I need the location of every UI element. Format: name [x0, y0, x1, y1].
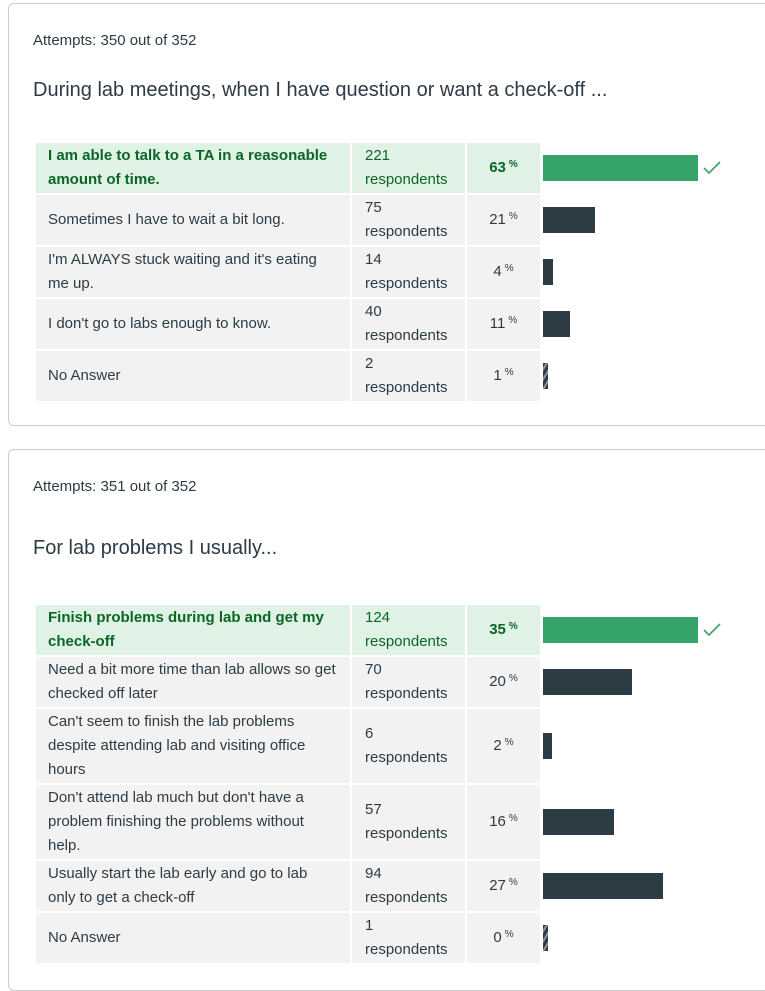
- respondent-count: 94 respondents: [352, 861, 465, 911]
- answer-percent: 16%: [467, 785, 540, 859]
- question-text: During lab meetings, when I have questio…: [33, 79, 608, 101]
- answer-text: Usually start the lab early and go to la…: [36, 861, 350, 911]
- question-card-2: Attempts: 351 out of 352 For lab problem…: [8, 449, 765, 991]
- answer-row: No Answer 2 respondents 1%: [36, 351, 765, 401]
- answer-row: Sometimes I have to wait a bit long. 75 …: [36, 195, 765, 245]
- answer-bar-track: [543, 605, 723, 655]
- answer-text: Can't seem to finish the lab problems de…: [36, 709, 350, 783]
- answer-text: Don't attend lab much but don't have a p…: [36, 785, 350, 859]
- answer-bar: [543, 809, 614, 835]
- answer-percent: 63%: [467, 143, 540, 193]
- answer-percent: 21%: [467, 195, 540, 245]
- respondent-count: 6 respondents: [352, 709, 465, 783]
- answer-bar: [543, 363, 548, 389]
- answer-bar-track: [543, 299, 723, 349]
- answer-bar-track: [543, 913, 723, 963]
- answer-row: Usually start the lab early and go to la…: [36, 861, 765, 911]
- answer-bar-track: [543, 247, 723, 297]
- answer-text: No Answer: [36, 351, 350, 401]
- answer-bar-track: [543, 143, 723, 193]
- answer-text: Finish problems during lab and get my ch…: [36, 605, 350, 655]
- answer-row: I don't go to labs enough to know. 40 re…: [36, 299, 765, 349]
- respondent-count: 57 respondents: [352, 785, 465, 859]
- answer-bar: [543, 925, 548, 951]
- answer-bar-track: [543, 657, 723, 707]
- attempts-count: Attempts: 351 out of 352: [33, 478, 197, 495]
- answer-bar: [543, 669, 632, 695]
- answer-text: I'm ALWAYS stuck waiting and it's eating…: [36, 247, 350, 297]
- answer-bar: [543, 155, 698, 181]
- answer-text: Sometimes I have to wait a bit long.: [36, 195, 350, 245]
- answer-bar-track: [543, 861, 723, 911]
- answer-percent: 27%: [467, 861, 540, 911]
- respondent-count: 70 respondents: [352, 657, 465, 707]
- answer-row: Finish problems during lab and get my ch…: [36, 605, 765, 655]
- answer-bar-track: [543, 195, 723, 245]
- respondent-count: 14 respondents: [352, 247, 465, 297]
- respondent-count: 2 respondents: [352, 351, 465, 401]
- answer-row: Need a bit more time than lab allows so …: [36, 657, 765, 707]
- answer-percent: 2%: [467, 709, 540, 783]
- answer-row: Can't seem to finish the lab problems de…: [36, 709, 765, 783]
- answer-percent: 1%: [467, 351, 540, 401]
- answer-row: Don't attend lab much but don't have a p…: [36, 785, 765, 859]
- respondent-count: 40 respondents: [352, 299, 465, 349]
- answer-percent: 11%: [467, 299, 540, 349]
- answer-text: No Answer: [36, 913, 350, 963]
- respondent-count: 124 respondents: [352, 605, 465, 655]
- answer-row: No Answer 1 respondents 0%: [36, 913, 765, 963]
- answer-row: I'm ALWAYS stuck waiting and it's eating…: [36, 247, 765, 297]
- respondent-count: 221 respondents: [352, 143, 465, 193]
- respondent-count: 1 respondents: [352, 913, 465, 963]
- answer-bar: [543, 617, 698, 643]
- answer-bar: [543, 311, 570, 337]
- answer-bar: [543, 259, 553, 285]
- answer-row: I am able to talk to a TA in a reasonabl…: [36, 143, 765, 193]
- answer-bar: [543, 873, 663, 899]
- answer-bar: [543, 207, 595, 233]
- answer-percent: 0%: [467, 913, 540, 963]
- question-card-1: Attempts: 350 out of 352 During lab meet…: [8, 3, 765, 426]
- question-text: For lab problems I usually...: [33, 537, 278, 559]
- check-icon: [703, 161, 721, 175]
- answer-percent: 4%: [467, 247, 540, 297]
- check-icon: [703, 623, 721, 637]
- answer-text: Need a bit more time than lab allows so …: [36, 657, 350, 707]
- answer-text: I am able to talk to a TA in a reasonabl…: [36, 143, 350, 193]
- answer-bar: [543, 733, 552, 759]
- respondent-count: 75 respondents: [352, 195, 465, 245]
- answer-percent: 20%: [467, 657, 540, 707]
- answer-bar-track: [543, 785, 723, 859]
- attempts-count: Attempts: 350 out of 352: [33, 32, 197, 49]
- answer-text: I don't go to labs enough to know.: [36, 299, 350, 349]
- answer-bar-track: [543, 709, 723, 783]
- answer-percent: 35%: [467, 605, 540, 655]
- answer-bar-track: [543, 351, 723, 401]
